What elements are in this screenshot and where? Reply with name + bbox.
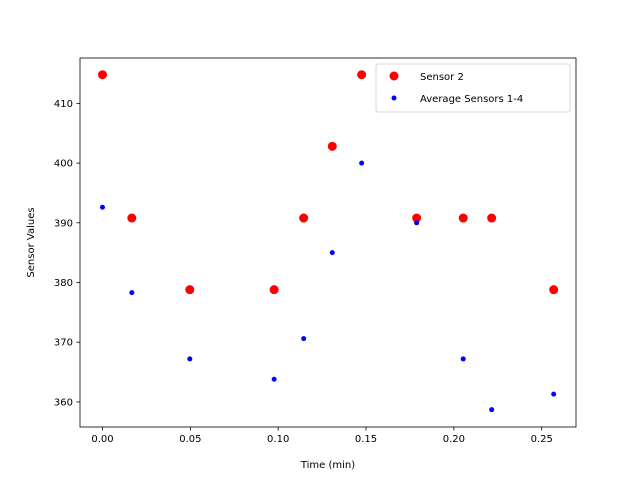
- legend-label-average-sensors: Average Sensors 1-4: [420, 94, 523, 105]
- average-sensors-point: [301, 336, 307, 342]
- sensor-2-point: [458, 213, 468, 223]
- legend-label-sensor-2: Sensor 2: [420, 72, 464, 83]
- average-sensors-point: [187, 356, 193, 362]
- x-tick-label: 0.10: [267, 434, 289, 445]
- y-tick-label: 370: [54, 338, 73, 349]
- x-tick-label: 0.20: [443, 434, 465, 445]
- x-tick-label: 0.05: [179, 434, 201, 445]
- x-tick-label: 0.25: [531, 434, 553, 445]
- y-tick-label: 390: [54, 218, 73, 229]
- legend-box: [375, 63, 571, 113]
- average-sensors-point: [489, 407, 495, 413]
- x-axis-ticks: 0.00 0.05 0.10 0.15 0.20 0.25: [91, 427, 553, 445]
- plot-area: [97, 70, 559, 413]
- sensor-2-point: [97, 70, 107, 80]
- average-sensors-point: [551, 391, 557, 397]
- average-sensors-point: [414, 220, 420, 226]
- sensor-2-point: [185, 285, 195, 295]
- sensor-2-point: [357, 70, 367, 80]
- average-sensors-point: [329, 250, 335, 256]
- average-sensors-point: [129, 290, 135, 296]
- x-tick-label: 0.00: [91, 434, 113, 445]
- legend-marker-sensor-2: [389, 71, 399, 81]
- sensor-2-point: [269, 285, 279, 295]
- sensor-2-point: [327, 141, 337, 151]
- sensor-2-point: [412, 213, 422, 223]
- sensor-2-point: [487, 213, 497, 223]
- average-sensors-point: [460, 356, 466, 362]
- average-sensors-point: [359, 160, 365, 166]
- y-axis-label: Sensor Values: [26, 207, 37, 277]
- y-tick-label: 380: [54, 278, 73, 289]
- sensor-2-point: [127, 213, 137, 223]
- legend: Sensor 2 Average Sensors 1-4: [375, 63, 571, 113]
- legend-marker-average-sensors: [391, 95, 397, 101]
- y-tick-label: 400: [54, 159, 73, 170]
- axes-frame: [79, 57, 577, 428]
- x-tick-label: 0.15: [355, 434, 377, 445]
- sensor-2-point: [299, 213, 309, 223]
- y-tick-label: 410: [54, 99, 73, 110]
- x-axis-label: Time (min): [300, 460, 355, 471]
- average-sensors-point: [99, 204, 105, 210]
- sensor-2-point: [549, 285, 559, 295]
- average-sensors-point: [271, 376, 277, 382]
- y-axis-ticks: 360 370 380 390 400 410: [54, 99, 80, 408]
- y-tick-label: 360: [54, 397, 73, 408]
